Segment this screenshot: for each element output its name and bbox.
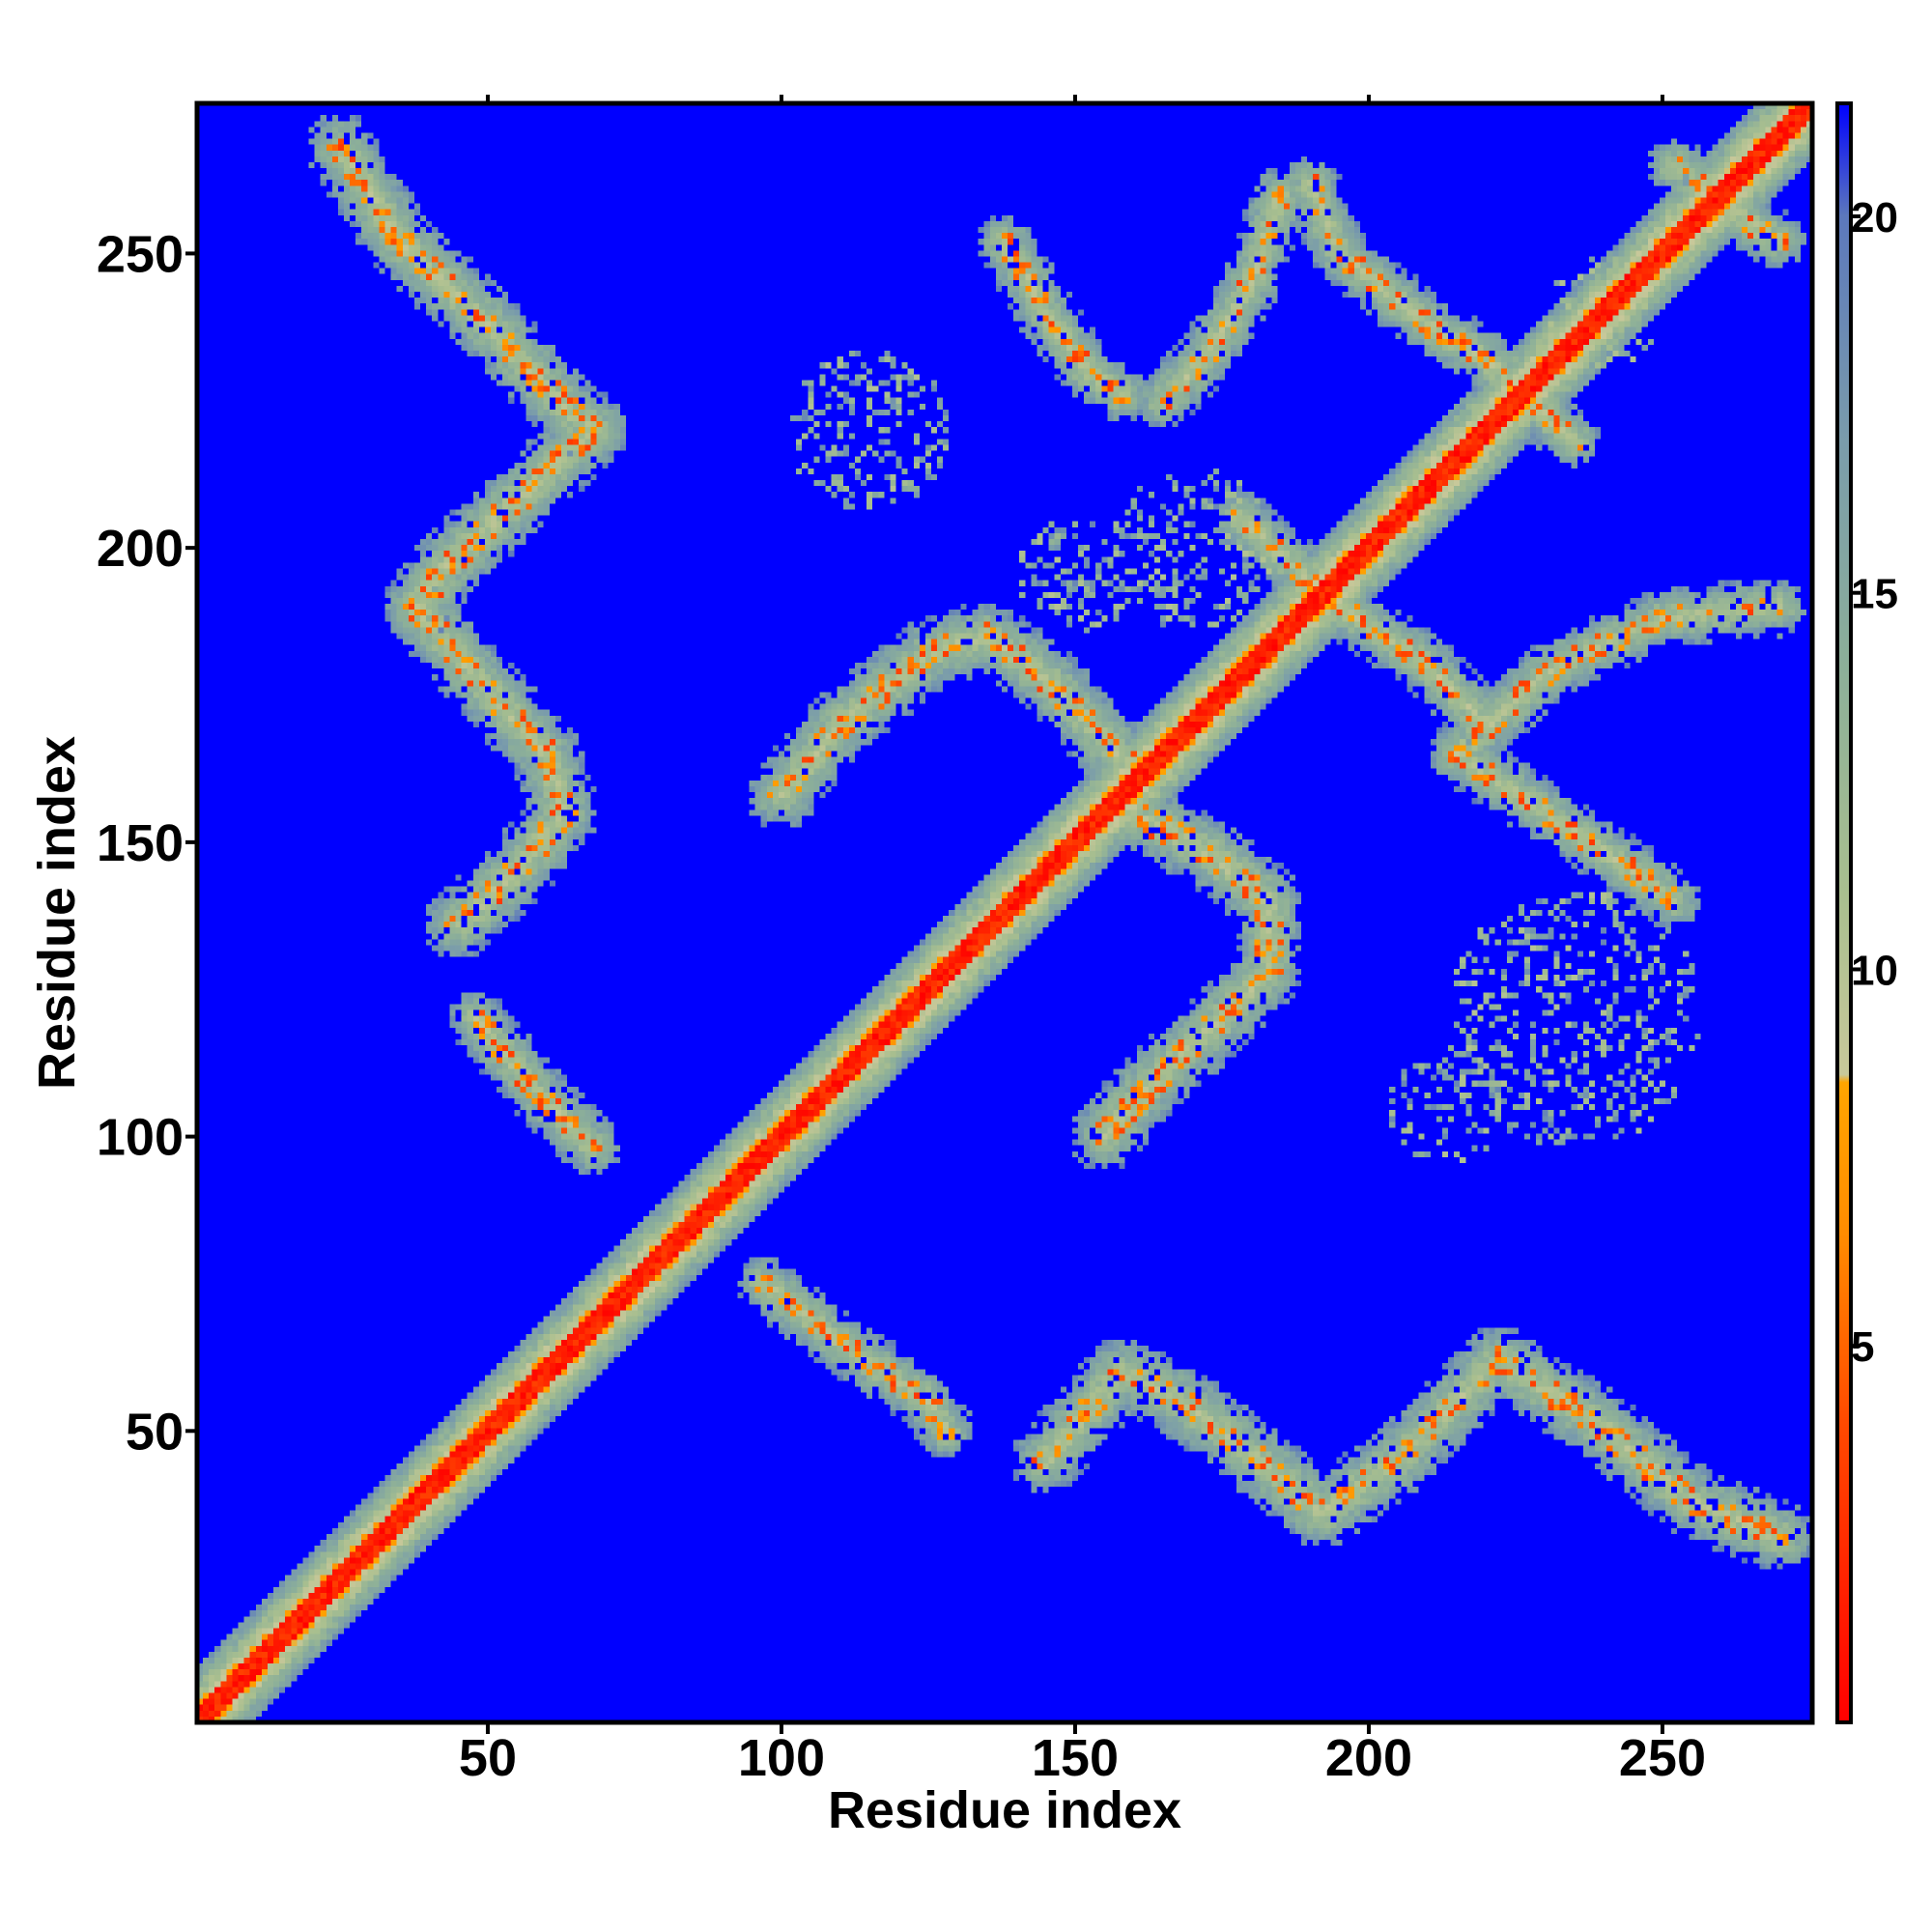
colorbar: 5 10 15 20 xyxy=(1835,101,1898,1724)
y-tick-label: 100 xyxy=(97,1109,184,1167)
x-axis: 50 100 150 200 250 xyxy=(459,95,1706,1787)
y-axis-title: Residue index xyxy=(28,736,86,1090)
colorbar-tick-label: 5 xyxy=(1851,1323,1874,1371)
y-axis: 50 100 150 200 250 xyxy=(97,225,197,1461)
x-tick-label: 200 xyxy=(1325,1729,1412,1787)
x-tick-label: 250 xyxy=(1619,1729,1706,1787)
colorbar-tick-label: 20 xyxy=(1851,194,1898,242)
y-tick-label: 250 xyxy=(97,225,184,283)
x-tick-label: 150 xyxy=(1032,1729,1119,1787)
y-tick-label: 150 xyxy=(97,814,184,872)
x-tick-label: 50 xyxy=(459,1729,517,1787)
y-tick-label: 50 xyxy=(126,1403,184,1461)
colorbar-tick-label: 10 xyxy=(1851,947,1898,994)
heatmap-cells xyxy=(197,103,1812,1722)
colorbar-tick-label: 15 xyxy=(1851,571,1898,618)
y-tick-label: 200 xyxy=(97,520,184,578)
colorbar-frame xyxy=(1835,101,1853,1724)
colorbar-fill xyxy=(1837,103,1851,1722)
x-tick-label: 100 xyxy=(738,1729,825,1787)
x-axis-title: Residue index xyxy=(828,1781,1181,1839)
plot-frame xyxy=(194,100,1815,1725)
heatmap-image xyxy=(197,103,1812,1722)
colorbar-ticks: 5 10 15 20 xyxy=(1851,194,1898,1371)
